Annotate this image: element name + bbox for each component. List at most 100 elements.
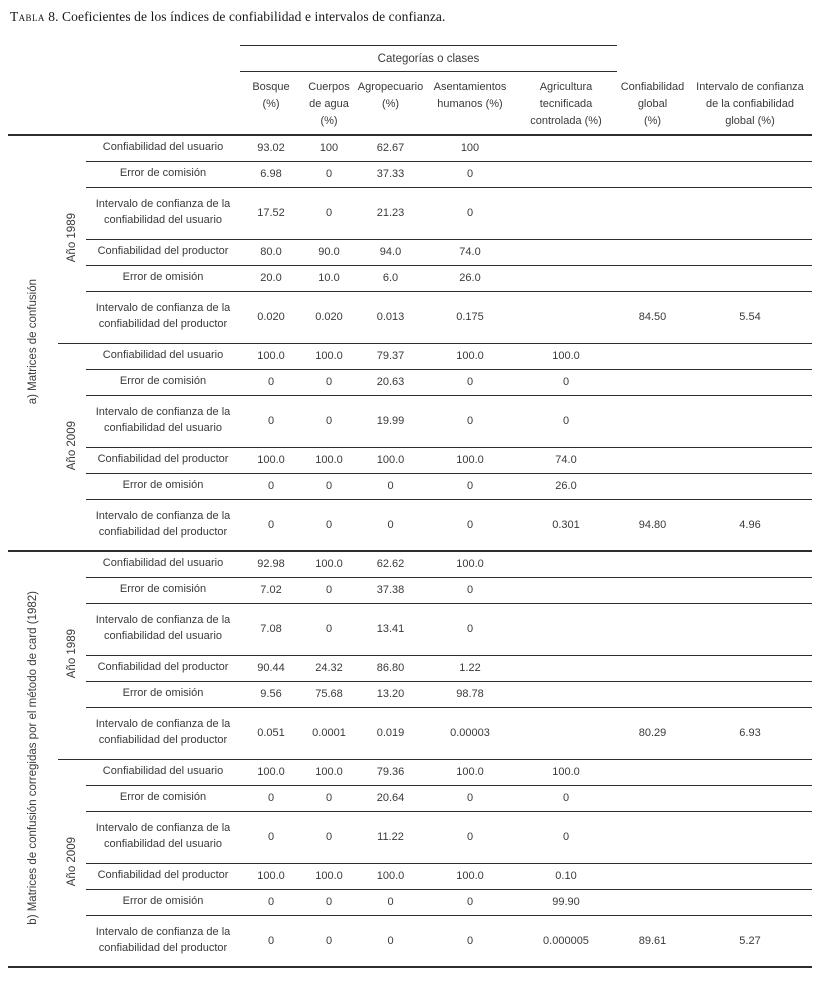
cell-value (688, 369, 812, 396)
cell-value: 7.02 (240, 577, 302, 604)
row-label: Error de omisión (86, 681, 240, 708)
year-label: Año 2009 (65, 420, 78, 470)
cell-value: 0 (302, 811, 356, 864)
cell-value (617, 759, 688, 786)
cell-value: 0 (425, 915, 515, 968)
cell-value: 0 (302, 187, 356, 240)
cell-value (688, 759, 812, 786)
table-row: Intervalo de confianza de la confiabilid… (8, 395, 812, 448)
spacer-cell (617, 46, 812, 72)
cell-value (688, 239, 812, 266)
cell-value: 90.0 (302, 239, 356, 266)
cell-value: 0 (240, 395, 302, 448)
cell-value: 0.10 (515, 863, 617, 890)
cell-value: 19.99 (356, 395, 425, 448)
cell-value (617, 447, 688, 474)
year-label: Año 1989 (65, 213, 78, 263)
cell-value (617, 369, 688, 396)
cell-value: 0.0001 (302, 707, 356, 760)
table-caption-number: Tabla (10, 9, 45, 24)
cell-value: 11.22 (356, 811, 425, 864)
cell-value: 6.0 (356, 265, 425, 292)
cell-value: 17.52 (240, 187, 302, 240)
row-label: Intervalo de confianza de la confiabilid… (86, 395, 240, 448)
row-label: Confiabilidad del productor (86, 447, 240, 474)
cell-value (688, 681, 812, 708)
row-label: Confiabilidad del usuario (86, 551, 240, 578)
table-row: Error de comisión 7.02 0 37.38 0 (8, 577, 812, 604)
cell-value: 0 (302, 603, 356, 656)
section-label-cell: b) Matrices de confusión corregidas por … (8, 551, 58, 968)
cell-value (688, 551, 812, 578)
cell-value: 0 (240, 811, 302, 864)
cell-value: 0 (425, 811, 515, 864)
row-label: Intervalo de confianza de la confiabilid… (86, 603, 240, 656)
spanner-label: Categorías o clases (240, 45, 617, 72)
cell-value: 100.0 (425, 551, 515, 578)
table-row: Intervalo de confianza de la confiabilid… (8, 707, 812, 760)
row-label: Error de omisión (86, 473, 240, 500)
cell-value: 0 (240, 473, 302, 500)
cell-value: 100.0 (302, 551, 356, 578)
row-label: Intervalo de confianza de la confiabilid… (86, 291, 240, 344)
cell-value: 0 (425, 395, 515, 448)
cell-value: 0 (425, 603, 515, 656)
cell-value: 100.0 (302, 343, 356, 370)
year-label-cell: Año 1989 (58, 135, 86, 344)
cell-value: 0 (302, 785, 356, 812)
cell-value: 100.0 (240, 343, 302, 370)
cell-value: 100 (302, 135, 356, 162)
cell-value: 0 (356, 473, 425, 500)
row-label: Confiabilidad del productor (86, 655, 240, 682)
cell-value: 89.61 (617, 915, 688, 968)
cell-value: 62.62 (356, 551, 425, 578)
row-label: Confiabilidad del productor (86, 239, 240, 266)
cell-value: 20.0 (240, 265, 302, 292)
cell-value (617, 395, 688, 448)
cell-value: 9.56 (240, 681, 302, 708)
cell-value (688, 265, 812, 292)
cell-value: 100.0 (425, 447, 515, 474)
year-label-cell: Año 2009 (58, 759, 86, 968)
cell-value: 0 (425, 499, 515, 552)
cell-value: 100.0 (302, 447, 356, 474)
row-label: Confiabilidad del productor (86, 863, 240, 890)
cell-value (617, 681, 688, 708)
cell-value: 98.78 (425, 681, 515, 708)
cell-value (515, 135, 617, 162)
cell-value: 100.0 (240, 447, 302, 474)
cell-value: 80.29 (617, 707, 688, 760)
cell-value: 0.020 (240, 291, 302, 344)
cell-value: 6.93 (688, 707, 812, 760)
cell-value: 0 (425, 369, 515, 396)
table-row: Intervalo de confianza de la confiabilid… (8, 499, 812, 552)
spacer-cell (8, 71, 240, 136)
cell-value (515, 291, 617, 344)
row-label: Intervalo de confianza de la confiabilid… (86, 499, 240, 552)
cell-value: 0 (515, 785, 617, 812)
cell-value (617, 343, 688, 370)
cell-value: 5.54 (688, 291, 812, 344)
table-row: Error de omisión 9.56 75.68 13.20 98.78 (8, 681, 812, 708)
cell-value: 26.0 (515, 473, 617, 500)
table-row: Intervalo de confianza de la confiabilid… (8, 915, 812, 968)
table-row: Confiabilidad del productor 90.44 24.32 86.… (8, 655, 812, 682)
cell-value: 0 (302, 161, 356, 188)
table-caption: Tabla 8. Coeficientes de los índices de … (0, 0, 821, 25)
cell-value: 13.20 (356, 681, 425, 708)
spacer-cell (8, 46, 240, 72)
cell-value: 37.33 (356, 161, 425, 188)
table-row: Año 2009 Confiabilidad del usuario 100.0 10… (8, 343, 812, 552)
cell-value: 0 (240, 499, 302, 552)
cell-value: 0 (356, 915, 425, 968)
cell-value: 0 (425, 473, 515, 500)
cell-value: 37.38 (356, 577, 425, 604)
cell-value (688, 473, 812, 500)
row-label: Confiabilidad del usuario (86, 759, 240, 786)
cell-value (617, 187, 688, 240)
row-label: Intervalo de confianza de la confiabilid… (86, 707, 240, 760)
col-header-confiabilidad-global: Confiabilidad global (%) (617, 71, 688, 136)
cell-value (515, 239, 617, 266)
cell-value (688, 863, 812, 890)
